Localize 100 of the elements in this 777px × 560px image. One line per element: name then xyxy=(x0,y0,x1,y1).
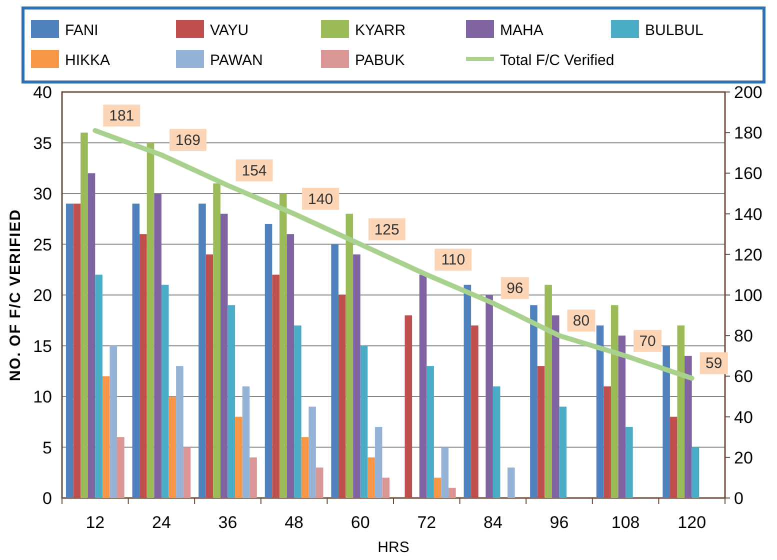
bar xyxy=(213,183,220,498)
y2-tick-label: 20 xyxy=(734,448,753,468)
data-label: 125 xyxy=(374,221,400,238)
x-tick-label: 96 xyxy=(550,513,569,532)
legend-label: PABUK xyxy=(355,52,405,69)
y2-tick-label: 180 xyxy=(734,124,762,143)
y-axis-title: NO. OF F/C VERIFIED xyxy=(7,208,24,382)
bar xyxy=(404,315,412,498)
x-tick-label: 24 xyxy=(152,513,171,532)
bar xyxy=(183,447,191,498)
y2-tick-label: 100 xyxy=(734,286,762,305)
bar xyxy=(117,437,124,498)
x-tick-label: 84 xyxy=(483,513,502,532)
bar xyxy=(102,376,110,498)
bar xyxy=(596,325,604,498)
bar xyxy=(235,416,242,498)
bar xyxy=(154,194,162,498)
bar xyxy=(426,366,434,498)
bar xyxy=(176,366,184,498)
bar xyxy=(161,284,169,498)
y-tick-label: 40 xyxy=(33,83,52,102)
bar xyxy=(471,325,478,498)
bar xyxy=(346,214,354,498)
bar xyxy=(382,478,390,498)
bar xyxy=(132,204,140,498)
bar xyxy=(374,426,382,498)
bar xyxy=(464,284,472,498)
data-label: 59 xyxy=(706,355,722,372)
y-tick-label: 30 xyxy=(33,184,52,204)
data-label: 70 xyxy=(639,332,656,350)
bar xyxy=(294,325,302,498)
data-label: 80 xyxy=(572,312,590,330)
bar xyxy=(331,244,338,498)
bar xyxy=(530,305,538,498)
bar xyxy=(279,194,287,498)
bar xyxy=(508,468,515,498)
bar xyxy=(559,406,567,498)
data-label: 169 xyxy=(175,132,200,149)
y2-tick-label: 60 xyxy=(734,367,753,386)
data-label: 140 xyxy=(308,190,334,208)
y2-tick-label: 160 xyxy=(734,164,762,184)
data-label: 110 xyxy=(441,252,466,269)
y2-tick-label: 80 xyxy=(734,326,753,346)
bar xyxy=(316,468,324,498)
bar xyxy=(110,346,118,498)
bar xyxy=(272,274,280,498)
bar xyxy=(228,305,236,498)
bar xyxy=(308,406,316,498)
bar xyxy=(360,346,368,498)
y-tick-label: 0 xyxy=(42,489,52,508)
bar xyxy=(419,274,427,498)
data-label: 181 xyxy=(109,108,134,125)
x-axis-title: HRS xyxy=(378,539,410,556)
bar xyxy=(66,204,74,498)
bar xyxy=(684,356,692,498)
bar xyxy=(670,416,678,498)
bar xyxy=(368,457,375,498)
x-tick-label: 48 xyxy=(284,513,304,532)
y2-tick-label: 140 xyxy=(734,204,762,224)
bar xyxy=(220,214,228,498)
bar xyxy=(198,204,206,498)
bar xyxy=(95,274,102,498)
bar xyxy=(448,488,456,498)
data-label: 96 xyxy=(506,280,524,298)
bar xyxy=(206,254,214,498)
x-tick-label: 120 xyxy=(678,513,706,532)
bar xyxy=(610,305,618,498)
bar xyxy=(146,142,154,498)
y2-tick-label: 0 xyxy=(734,489,744,508)
x-tick-label: 108 xyxy=(611,513,640,532)
legend-label: Total F/C Verified xyxy=(500,52,614,69)
bar xyxy=(677,325,685,498)
bar xyxy=(486,295,493,498)
bar xyxy=(544,284,552,498)
x-tick-label: 36 xyxy=(218,513,238,532)
bar xyxy=(353,254,360,498)
y2-tick-label: 120 xyxy=(734,245,762,264)
bar xyxy=(626,426,633,498)
bar xyxy=(492,386,500,498)
bar xyxy=(140,234,147,498)
bar xyxy=(168,396,176,498)
data-label: 154 xyxy=(242,162,267,180)
y-tick-label: 20 xyxy=(33,286,52,305)
bar xyxy=(250,457,257,498)
y-tick-label: 15 xyxy=(33,336,52,356)
bar xyxy=(338,295,346,498)
bar xyxy=(73,204,81,498)
bar xyxy=(662,346,670,498)
legend-label: BULBUL xyxy=(645,22,704,39)
y2-tick-label: 200 xyxy=(734,83,762,102)
x-tick-label: 72 xyxy=(417,513,436,532)
bar xyxy=(264,224,272,498)
x-tick-label: 60 xyxy=(350,513,370,532)
bar xyxy=(537,366,545,498)
bar xyxy=(286,234,294,498)
legend-label: PAWAN xyxy=(210,52,263,69)
y2-tick-label: 40 xyxy=(734,408,753,427)
bar xyxy=(552,315,560,498)
y-tick-label: 10 xyxy=(33,388,52,406)
legend-label: KYARR xyxy=(355,22,406,39)
